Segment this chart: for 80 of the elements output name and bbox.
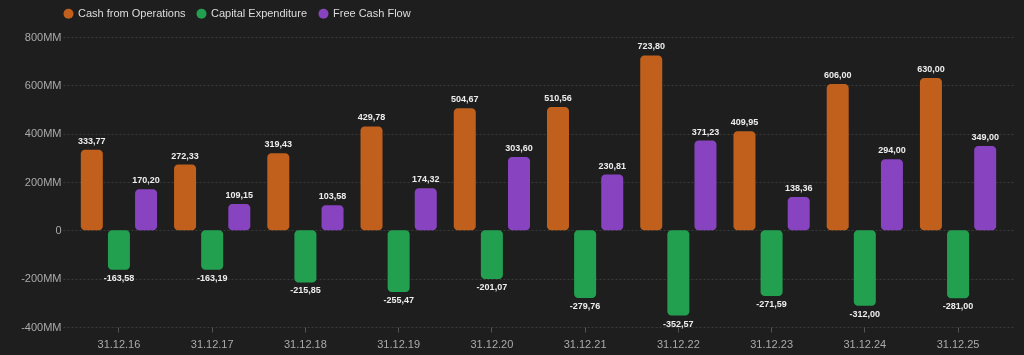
data-label: 294,00 bbox=[878, 145, 906, 156]
y-tick-label: 600MM bbox=[24, 78, 62, 91]
bar bbox=[294, 230, 317, 283]
bar bbox=[201, 230, 224, 270]
data-label: -163,58 bbox=[103, 272, 135, 283]
data-label: -215,85 bbox=[290, 285, 321, 296]
y-tick-label: 400MM bbox=[24, 127, 62, 140]
data-label: -279,76 bbox=[569, 300, 601, 311]
data-label: 272,33 bbox=[171, 150, 199, 161]
x-tick-label: 31.12.25 bbox=[936, 337, 980, 350]
bar bbox=[919, 78, 942, 231]
bar bbox=[546, 106, 569, 231]
x-tick-label: 31.12.18 bbox=[284, 337, 327, 350]
x-tick-label: 31.12.17 bbox=[190, 337, 234, 350]
bar bbox=[135, 189, 158, 231]
bar bbox=[360, 126, 383, 231]
data-label: 349,00 bbox=[971, 131, 999, 142]
bar bbox=[787, 196, 810, 231]
data-label: 138,36 bbox=[784, 182, 813, 193]
data-label: 723,80 bbox=[637, 41, 665, 52]
y-tick-label: 0 bbox=[55, 223, 62, 236]
data-label: 630,00 bbox=[917, 64, 945, 75]
data-label: -255,47 bbox=[383, 295, 414, 306]
bar bbox=[174, 164, 197, 231]
data-label: 429,78 bbox=[357, 112, 386, 123]
bar bbox=[826, 83, 849, 231]
y-tick-label: 800MM bbox=[24, 30, 62, 43]
x-tick-label: 31.12.19 bbox=[377, 337, 421, 350]
bar bbox=[414, 188, 437, 231]
bar bbox=[321, 205, 344, 231]
data-label: 303,60 bbox=[505, 142, 533, 153]
bar bbox=[453, 108, 476, 231]
legend-label: Capital Expenditure bbox=[211, 6, 308, 19]
bar bbox=[508, 156, 531, 231]
x-tick-label: 31.12.22 bbox=[656, 337, 700, 350]
x-tick-label: 31.12.20 bbox=[470, 337, 514, 350]
data-label: 510,56 bbox=[544, 92, 572, 103]
data-label: 174,32 bbox=[412, 174, 440, 185]
data-label: 230,81 bbox=[598, 160, 627, 171]
legend-label: Free Cash Flow bbox=[333, 6, 411, 19]
data-label: 333,77 bbox=[78, 135, 106, 146]
y-tick-label: -200MM bbox=[21, 272, 62, 285]
bar bbox=[733, 131, 756, 231]
data-label: 504,67 bbox=[450, 94, 479, 105]
bar bbox=[694, 140, 717, 231]
bar bbox=[387, 230, 410, 293]
data-label: -312,00 bbox=[849, 308, 881, 319]
x-tick-label: 31.12.23 bbox=[750, 337, 793, 350]
bar bbox=[853, 230, 876, 306]
data-label: -281,00 bbox=[942, 301, 974, 312]
data-label: 109,15 bbox=[225, 189, 254, 200]
bar bbox=[574, 230, 597, 298]
x-tick-label: 31.12.16 bbox=[97, 337, 141, 350]
y-tick-label: 200MM bbox=[24, 175, 62, 188]
x-tick-label: 31.12.24 bbox=[843, 337, 887, 350]
bar bbox=[80, 149, 103, 231]
data-label: -201,07 bbox=[476, 281, 508, 292]
bar bbox=[974, 145, 997, 231]
bar bbox=[480, 230, 503, 279]
bar bbox=[667, 230, 690, 316]
bar bbox=[640, 55, 663, 231]
x-tick-label: 31.12.21 bbox=[563, 337, 607, 350]
data-label: 170,20 bbox=[132, 175, 160, 186]
data-label: 409,95 bbox=[730, 117, 759, 128]
bar bbox=[760, 230, 783, 296]
legend-label: Cash from Operations bbox=[78, 6, 187, 19]
y-tick-label: -400MM bbox=[21, 320, 62, 333]
bar bbox=[228, 203, 251, 231]
data-label: 606,00 bbox=[823, 69, 852, 80]
data-label: 319,43 bbox=[264, 139, 293, 150]
data-label: -352,57 bbox=[663, 318, 694, 329]
bar bbox=[601, 174, 624, 231]
bar bbox=[267, 153, 290, 231]
bar bbox=[880, 159, 903, 231]
data-label: -163,19 bbox=[196, 272, 228, 283]
data-label: 371,23 bbox=[691, 126, 720, 137]
data-label: 103,58 bbox=[318, 191, 347, 202]
data-label: -271,59 bbox=[756, 298, 787, 309]
bar bbox=[947, 230, 970, 299]
bar bbox=[107, 230, 130, 270]
